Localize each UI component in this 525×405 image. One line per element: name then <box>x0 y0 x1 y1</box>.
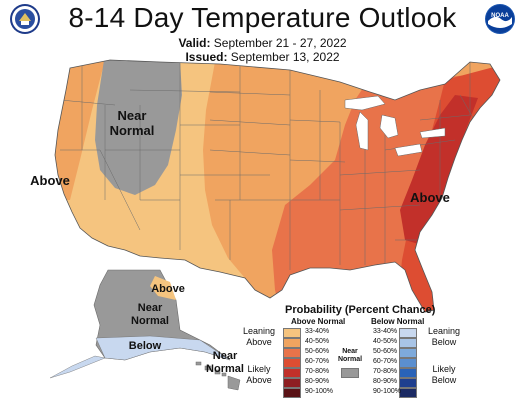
label-near-normal-west: Near Normal <box>109 108 155 138</box>
valid-line: Valid: September 21 - 27, 2022 <box>0 36 525 50</box>
legend-below-bin-label: 60-70% <box>373 358 398 365</box>
region-atlantic-70-80 <box>400 95 478 245</box>
legend: Probability (Percent Chance) Above Norma… <box>243 300 525 405</box>
legend-below-swatch <box>399 328 417 338</box>
legend-below-swatch <box>399 388 417 398</box>
legend-above-bin-label: 50-60% <box>305 348 330 355</box>
legend-below-swatch <box>399 368 417 378</box>
legend-below-bin-label: 70-80% <box>373 368 398 375</box>
label-above-east: Above <box>410 190 450 205</box>
noaa-logo-icon: NOAA <box>485 4 515 34</box>
legend-above-swatch <box>283 348 301 358</box>
legend-above-bin-label: 70-80% <box>305 368 330 375</box>
label-alaska-above: Above <box>151 283 185 295</box>
legend-below-bin-label: 40-50% <box>373 338 398 345</box>
state-borders <box>59 60 481 270</box>
label-hawaii-near-normal: Near Normal <box>206 350 244 375</box>
legend-above-swatch <box>283 368 301 378</box>
legend-likely-above: Likely Above <box>246 364 272 385</box>
region-near-normal-west <box>95 60 182 195</box>
legend-above-swatch <box>283 378 301 388</box>
legend-below-bin-label: 80-90% <box>373 378 398 385</box>
legend-above-bin-label: 90-100% <box>305 388 334 395</box>
aleutians <box>49 355 106 379</box>
page-title: 8-14 Day Temperature Outlook <box>68 2 457 33</box>
legend-leaning-below: Leaning Below <box>427 326 461 347</box>
legend-likely-below: Likely Below <box>431 364 457 385</box>
legend-above-bin-label: 33-40% <box>305 328 330 335</box>
legend-above-bin-label: 40-50% <box>305 338 330 345</box>
legend-near-normal-label: Near Normal <box>337 348 363 363</box>
conus-outline <box>54 59 501 313</box>
legend-near-normal-swatch <box>341 368 359 378</box>
label-alaska-below: Below <box>128 340 162 352</box>
legend-above-swatch <box>283 358 301 368</box>
legend-above-bin-label: 60-70% <box>305 358 330 365</box>
legend-below-bin-label: 50-60% <box>373 348 398 355</box>
noaa-text: NOAA <box>491 13 509 19</box>
legend-above-swatch <box>283 388 301 398</box>
alaska-below-33-40 <box>95 335 231 361</box>
label-alaska-near-normal: Near Normal <box>131 302 169 327</box>
legend-below-swatch <box>399 338 417 348</box>
great-lakes <box>344 95 446 157</box>
valid-dates: September 21 - 27, 2022 <box>213 36 347 50</box>
legend-below-bin-label: 90-100% <box>373 388 402 395</box>
commerce-seal-icon <box>10 4 40 34</box>
legend-above-header: Above Normal <box>291 317 346 326</box>
alaska-above-33-40 <box>150 276 176 300</box>
legend-above-swatch <box>283 328 301 338</box>
legend-above-swatch <box>283 338 301 348</box>
legend-below-swatch <box>399 378 417 388</box>
legend-below-header: Below Normal <box>371 317 425 326</box>
legend-leaning-above: Leaning Above <box>242 326 276 347</box>
legend-above-bin-label: 80-90% <box>305 378 330 385</box>
label-above-west: Above <box>30 173 70 188</box>
alaska <box>49 269 231 379</box>
issued-date: September 13, 2022 <box>230 50 340 64</box>
legend-title: Probability (Percent Chance) <box>285 304 436 316</box>
legend-below-bin-label: 33-40% <box>373 328 398 335</box>
issued-label: Issued: <box>185 50 228 64</box>
legend-below-swatch <box>399 358 417 368</box>
hawaii <box>195 361 241 391</box>
valid-label: Valid: <box>178 36 211 50</box>
issued-line: Issued: September 13, 2022 <box>0 50 525 64</box>
legend-below-swatch <box>399 348 417 358</box>
